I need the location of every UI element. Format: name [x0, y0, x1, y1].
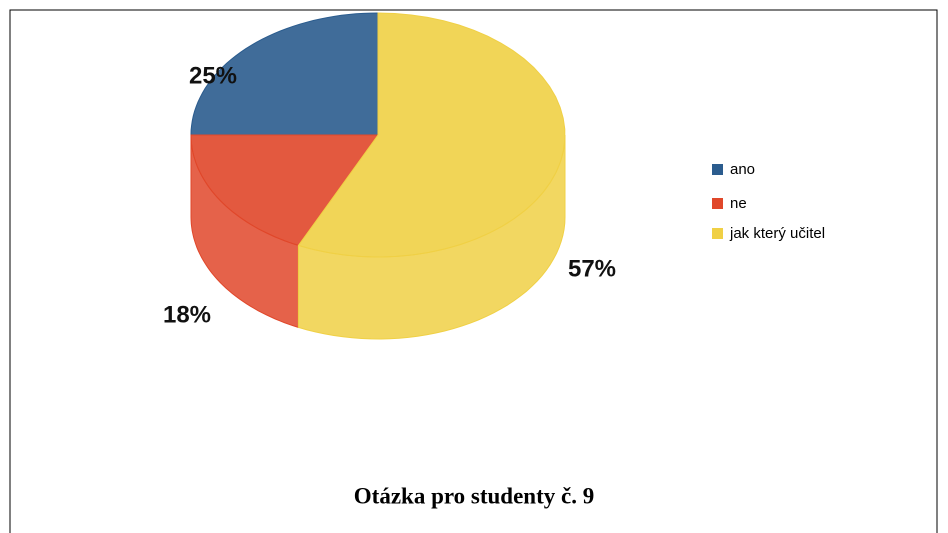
legend-swatch	[712, 164, 723, 175]
chart-border	[9, 9, 938, 533]
data-label: 18%	[163, 301, 211, 328]
pie-slice	[190, 134, 379, 246]
legend-swatch	[712, 228, 723, 239]
data-label: 57%	[568, 255, 616, 282]
legend-label: ne	[730, 195, 747, 212]
legend-label: jak který učitel	[729, 225, 825, 242]
data-label: 25%	[189, 62, 237, 89]
legend-label: ano	[730, 161, 755, 178]
pie-slice	[190, 12, 379, 136]
legend-swatch	[712, 198, 723, 209]
pie-slice	[297, 12, 566, 258]
chart-title: Otázka pro studenty č. 9	[354, 483, 594, 508]
pie-tops	[190, 12, 566, 258]
